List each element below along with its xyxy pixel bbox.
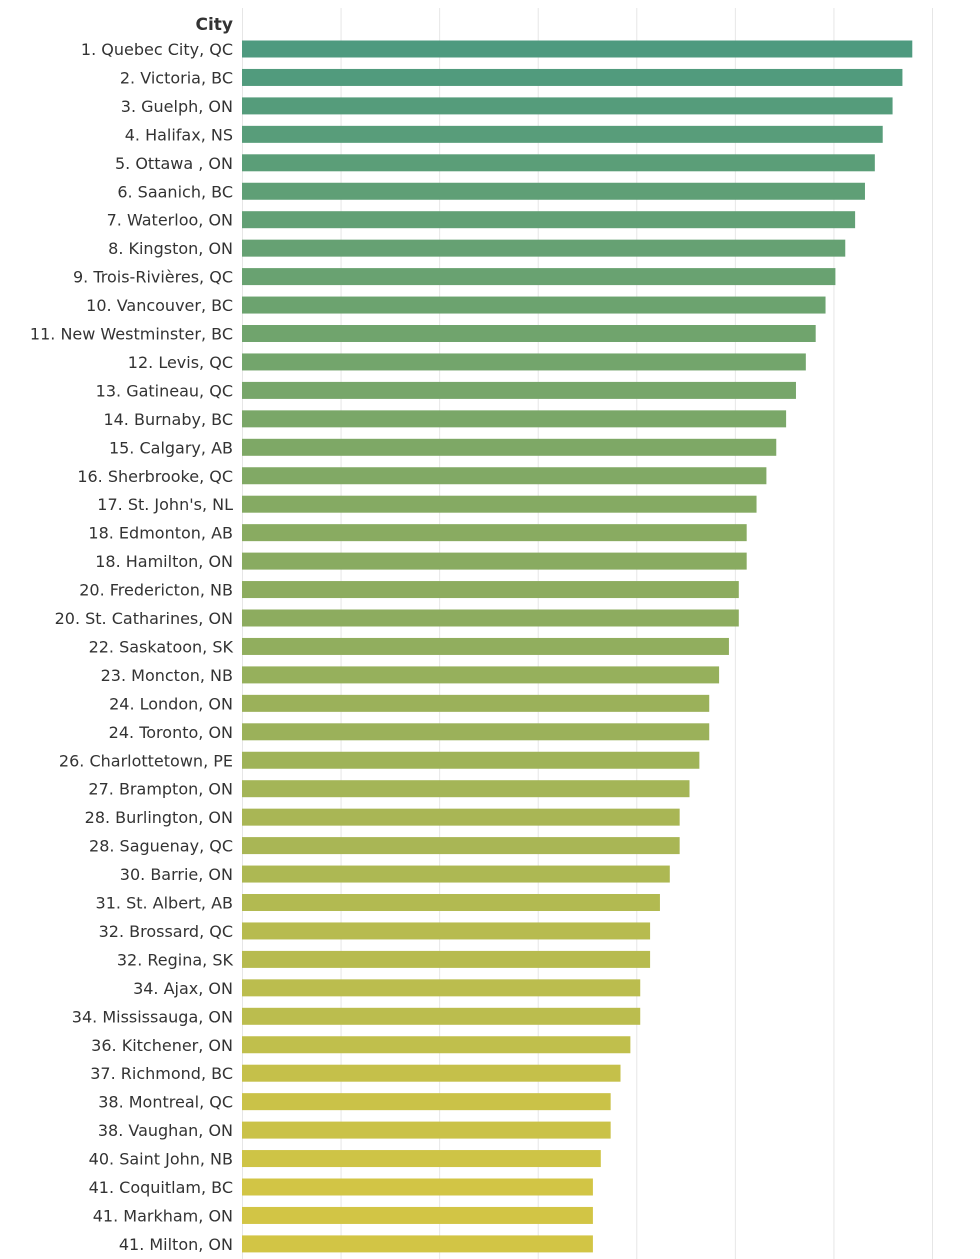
category-label: 41. Coquitlam, BC bbox=[89, 1178, 233, 1197]
category-label: 38. Vaughan, ON bbox=[98, 1121, 233, 1140]
category-label: 23. Moncton, NB bbox=[101, 666, 233, 685]
bar[interactable] bbox=[242, 1093, 611, 1111]
bar[interactable] bbox=[242, 609, 739, 627]
category-label: 27. Brampton, ON bbox=[88, 780, 233, 799]
bar[interactable] bbox=[242, 837, 680, 855]
bar[interactable] bbox=[242, 154, 875, 172]
category-label: 15. Calgary, AB bbox=[109, 438, 233, 457]
category-label: 14. Burnaby, BC bbox=[103, 410, 233, 429]
category-label: 41. Markham, ON bbox=[93, 1206, 233, 1225]
category-label: 6. Saanich, BC bbox=[117, 182, 233, 201]
bar[interactable] bbox=[242, 495, 757, 513]
bar[interactable] bbox=[242, 1178, 593, 1196]
category-labels: 1. Quebec City, QC 2. Victoria, BC 3. Guel… bbox=[30, 40, 234, 1254]
category-label: 31. St. Albert, AB bbox=[96, 894, 233, 913]
bar[interactable] bbox=[242, 723, 710, 741]
category-label: 7. Waterloo, ON bbox=[107, 211, 233, 230]
bar[interactable] bbox=[242, 182, 865, 200]
category-label: 40. Saint John, NB bbox=[89, 1150, 233, 1169]
bar[interactable] bbox=[242, 239, 846, 257]
bar[interactable] bbox=[242, 922, 651, 940]
bar[interactable] bbox=[242, 979, 641, 997]
category-label: 3. Guelph, ON bbox=[121, 97, 233, 116]
bar[interactable] bbox=[242, 410, 787, 428]
bar[interactable] bbox=[242, 950, 651, 968]
bar[interactable] bbox=[242, 467, 767, 485]
bar[interactable] bbox=[242, 211, 856, 229]
bar[interactable] bbox=[242, 1121, 611, 1139]
bar[interactable] bbox=[242, 1064, 621, 1082]
bar[interactable] bbox=[242, 808, 680, 826]
category-label: 13. Gatineau, QC bbox=[96, 381, 233, 400]
category-label: 30. Barrie, ON bbox=[120, 865, 233, 884]
bar[interactable] bbox=[242, 1036, 631, 1054]
bar[interactable] bbox=[242, 666, 720, 684]
bars bbox=[242, 40, 913, 1253]
category-label: 12. Levis, QC bbox=[128, 353, 233, 372]
category-label: 9. Trois-Rivières, QC bbox=[73, 268, 233, 287]
category-label: 36. Kitchener, ON bbox=[91, 1036, 233, 1055]
bar[interactable] bbox=[242, 1150, 601, 1168]
bar[interactable] bbox=[242, 325, 816, 342]
category-label: 20. St. Catharines, ON bbox=[55, 609, 233, 628]
category-label: 28. Saguenay, QC bbox=[89, 837, 233, 856]
bar[interactable] bbox=[242, 40, 913, 58]
category-label: 5. Ottawa , ON bbox=[115, 154, 233, 173]
category-label: 4. Halifax, NS bbox=[125, 125, 233, 144]
bar[interactable] bbox=[242, 268, 836, 286]
category-label: 18. Edmonton, AB bbox=[88, 524, 233, 543]
bar[interactable] bbox=[242, 552, 747, 570]
category-label: 24. London, ON bbox=[109, 694, 233, 713]
bar[interactable] bbox=[242, 1235, 593, 1253]
category-label: 10. Vancouver, BC bbox=[86, 296, 233, 315]
category-label: 2. Victoria, BC bbox=[120, 68, 233, 87]
bar[interactable] bbox=[242, 780, 690, 798]
category-label: 16. Sherbrooke, QC bbox=[77, 467, 233, 486]
category-label: 20. Fredericton, NB bbox=[79, 581, 233, 600]
bar[interactable] bbox=[242, 1206, 593, 1224]
category-label: 1. Quebec City, QC bbox=[81, 40, 233, 59]
bar[interactable] bbox=[242, 581, 739, 599]
category-label: 8. Kingston, ON bbox=[108, 239, 233, 258]
category-label: 34. Mississauga, ON bbox=[72, 1007, 233, 1026]
bar[interactable] bbox=[242, 125, 883, 143]
bar[interactable] bbox=[242, 894, 660, 911]
bar[interactable] bbox=[242, 751, 700, 769]
category-label: 32. Brossard, QC bbox=[99, 922, 233, 941]
category-label: 26. Charlottetown, PE bbox=[59, 751, 233, 770]
category-label: 41. Milton, ON bbox=[119, 1235, 233, 1254]
category-label: 18. Hamilton, ON bbox=[95, 552, 233, 571]
bar[interactable] bbox=[242, 97, 893, 115]
row-header: City bbox=[195, 15, 233, 35]
category-label: 17. St. John's, NL bbox=[97, 495, 233, 514]
bar[interactable] bbox=[242, 381, 796, 399]
bar[interactable] bbox=[242, 637, 729, 655]
bar[interactable] bbox=[242, 694, 710, 712]
bar[interactable] bbox=[242, 438, 777, 456]
category-label: 28. Burlington, ON bbox=[85, 808, 233, 827]
category-label: 37. Richmond, BC bbox=[90, 1064, 233, 1083]
bar[interactable] bbox=[242, 865, 670, 883]
category-label: 32. Regina, SK bbox=[117, 950, 234, 969]
bar[interactable] bbox=[242, 524, 747, 542]
bar[interactable] bbox=[242, 68, 903, 86]
category-label: 11. New Westminster, BC bbox=[30, 325, 233, 344]
bar[interactable] bbox=[242, 296, 826, 314]
bar[interactable] bbox=[242, 353, 806, 371]
category-label: 22. Saskatoon, SK bbox=[89, 637, 234, 656]
category-label: 34. Ajax, ON bbox=[133, 979, 233, 998]
bar[interactable] bbox=[242, 1007, 641, 1025]
category-label: 24. Toronto, ON bbox=[109, 723, 233, 742]
category-label: 38. Montreal, QC bbox=[98, 1093, 233, 1112]
